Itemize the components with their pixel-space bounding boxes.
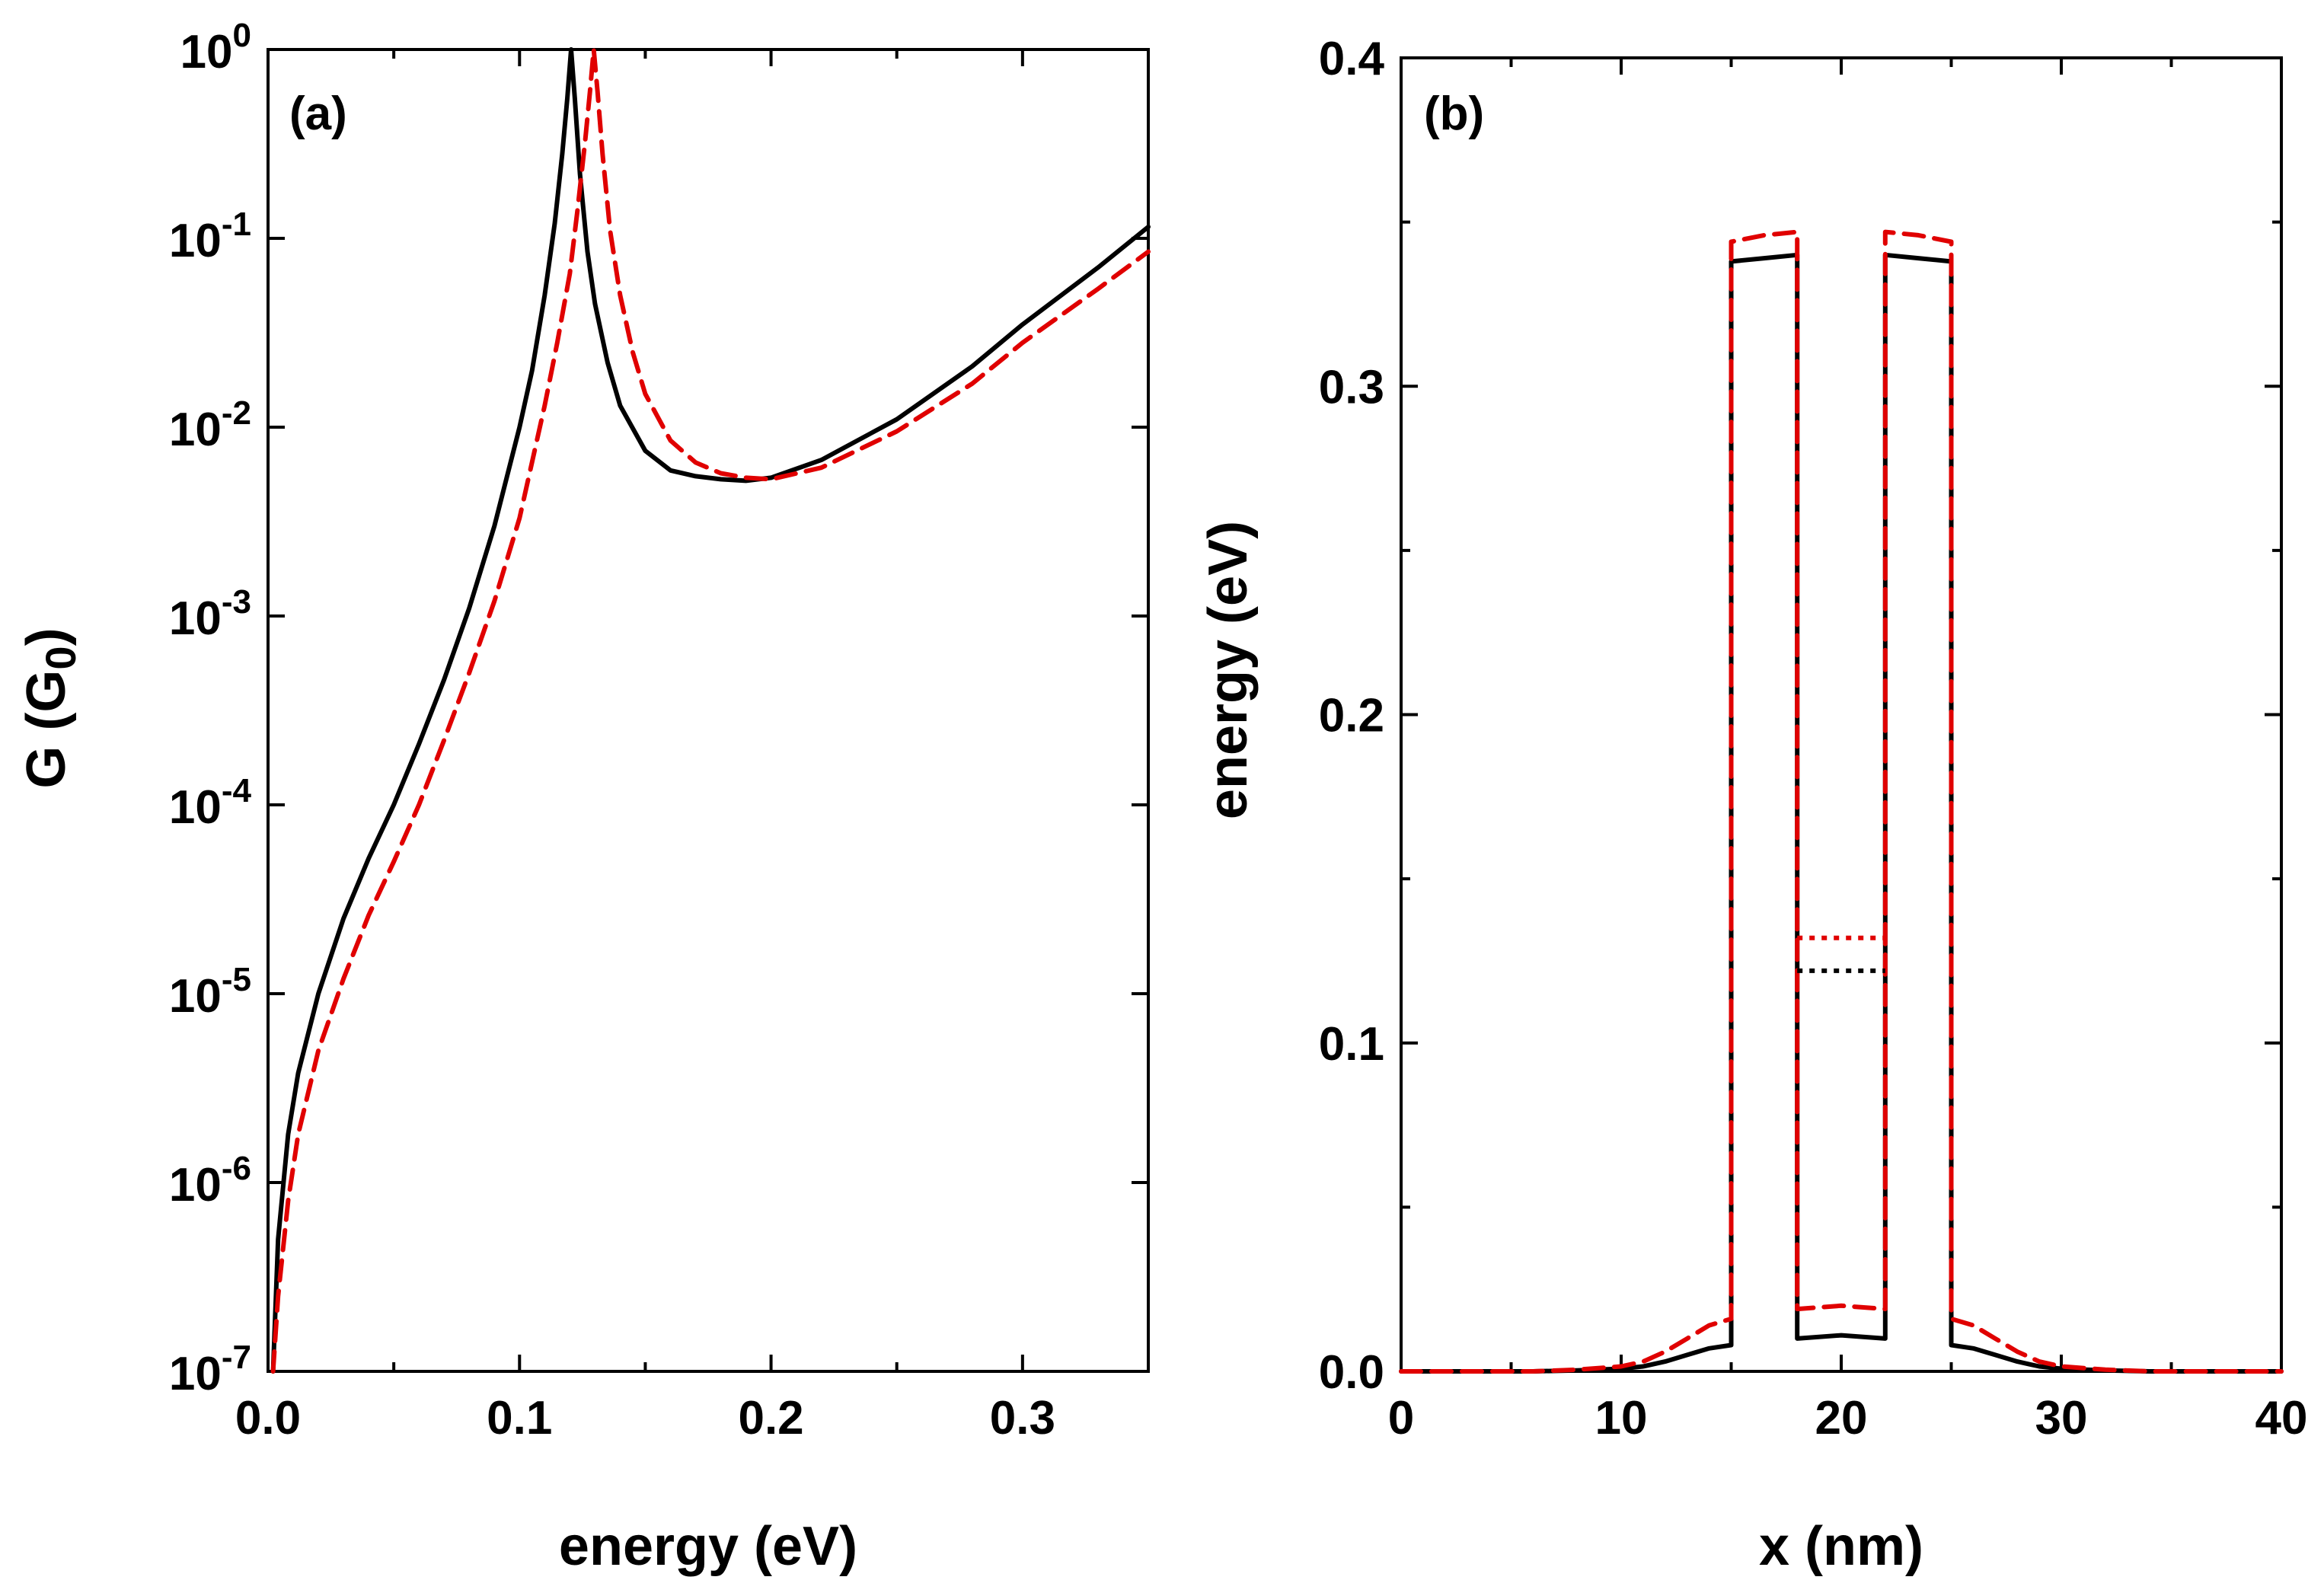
panel-b-frame xyxy=(1400,56,2283,1373)
panel-a-frame xyxy=(267,48,1150,1373)
b-ytick-label: 0.4 xyxy=(1319,33,1385,85)
panel-a-ylabel-sub: 0 xyxy=(37,646,85,669)
panel-a-conductance: 0.0 0.1 0.2 0.3 10-7 10-6 10-5 10-4 10-3 10-2 10-1… xyxy=(16,17,1151,1577)
b-ytick-label: 0.3 xyxy=(1319,361,1384,413)
a-ytick-label: 10-3 xyxy=(169,583,251,645)
a-series-dashed xyxy=(270,47,1151,1374)
panel-b-label: (b) xyxy=(1424,88,1484,140)
a-xtick-label: 0.3 xyxy=(990,1392,1055,1444)
a-ytick-label: 10-2 xyxy=(169,394,251,456)
panel-a-series xyxy=(270,47,1151,1374)
panel-a-ticks: 0.0 0.1 0.2 0.3 10-7 10-6 10-5 10-4 10-3 10-2 10-1… xyxy=(169,17,1148,1444)
panel-b-series xyxy=(1399,229,2284,1374)
panel-a-xlabel: energy (eV) xyxy=(559,1516,857,1577)
b-series-potential-dashed xyxy=(1399,229,2284,1374)
a-series-solid xyxy=(270,47,1151,1374)
a-ytick-label: 100 xyxy=(180,17,251,78)
a-ytick-label: 10-6 xyxy=(169,1150,251,1211)
panel-b-ylabel: energy (eV) xyxy=(1198,521,1259,819)
a-xtick-label: 0.2 xyxy=(738,1392,803,1444)
b-xtick-label: 20 xyxy=(1815,1392,1868,1444)
panel-a-ylabel-main: G (G xyxy=(16,670,77,789)
panel-b-xlabel: x (nm) xyxy=(1759,1516,1923,1577)
panel-a-ylabel: G (G0) xyxy=(16,627,85,788)
panel-b-potential: 0 10 20 30 40 0.0 0.1 0.2 0.3 0.4 (b) x (nm) ener… xyxy=(1198,33,2307,1577)
a-ytick-label: 10-5 xyxy=(169,961,251,1023)
a-ytick-label: 10-1 xyxy=(169,206,251,267)
b-xtick-label: 0 xyxy=(1388,1392,1414,1444)
panel-a-ylabel-close: ) xyxy=(16,627,77,646)
b-xtick-label: 40 xyxy=(2255,1392,2308,1444)
a-xtick-label: 0.1 xyxy=(487,1392,552,1444)
b-series-potential-solid xyxy=(1399,252,2284,1374)
b-xtick-label: 30 xyxy=(2035,1392,2088,1444)
b-xtick-label: 10 xyxy=(1595,1392,1648,1444)
b-ytick-label: 0.1 xyxy=(1319,1018,1384,1071)
a-xtick-label: 0.0 xyxy=(235,1392,301,1444)
panel-a-label: (a) xyxy=(289,88,347,140)
a-ytick-label: 10-7 xyxy=(169,1339,251,1400)
b-ytick-label: 0.0 xyxy=(1319,1346,1384,1399)
panel-b-ticks: 0 10 20 30 40 0.0 0.1 0.2 0.3 0.4 xyxy=(1319,33,2308,1444)
b-ytick-label: 0.2 xyxy=(1319,690,1384,742)
a-ytick-label: 10-4 xyxy=(169,772,252,834)
